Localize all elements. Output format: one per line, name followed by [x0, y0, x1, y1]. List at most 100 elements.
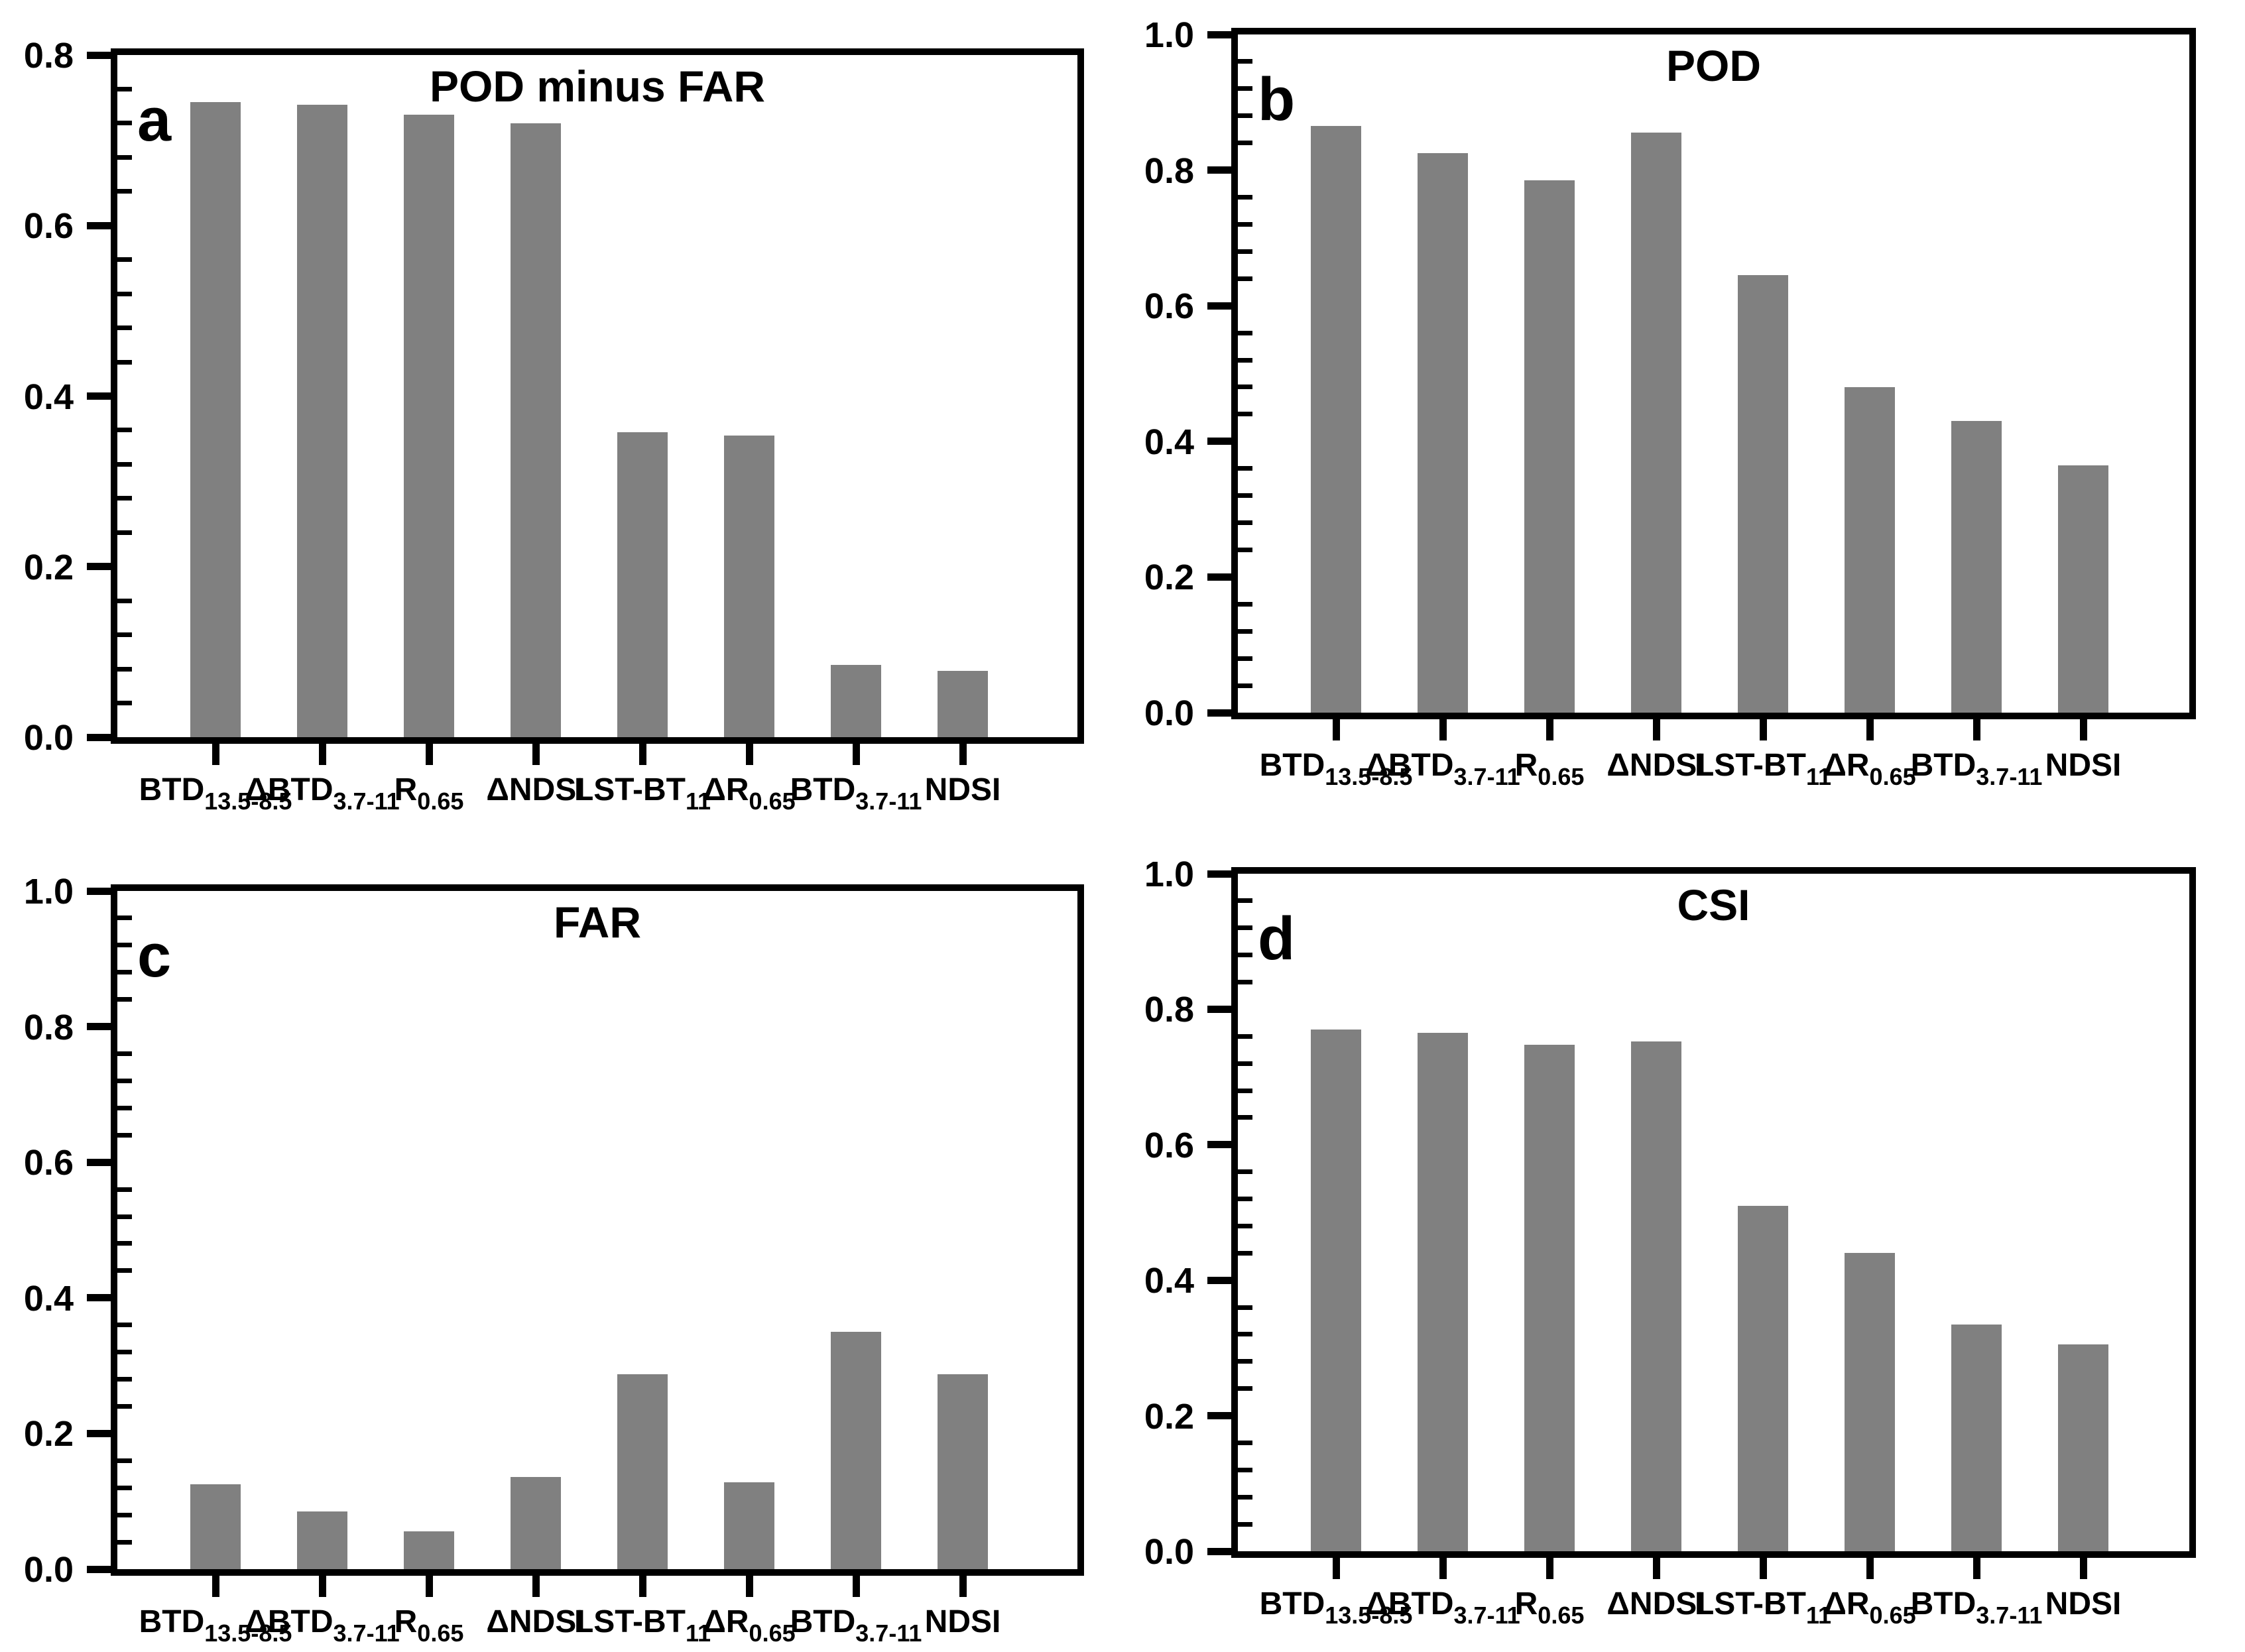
- y-axis-tick-label: 0.6: [23, 1143, 74, 1183]
- bar: [1845, 1253, 1895, 1551]
- x-category-label: ΔR0.65: [1764, 750, 1976, 789]
- x-category-label: ΔR0.65: [643, 1606, 855, 1645]
- y-axis-minor-tick: [1238, 330, 1252, 335]
- x-category-label-subscript: 11: [1805, 763, 1832, 790]
- y-axis-major-tick: [1207, 166, 1231, 174]
- y-axis-minor-tick: [1238, 412, 1252, 417]
- x-axis-tick: [638, 1576, 646, 1597]
- y-axis-minor-tick: [117, 1458, 132, 1463]
- bar: [1311, 1030, 1361, 1551]
- x-axis-tick: [1332, 1558, 1340, 1579]
- y-axis-minor-tick: [117, 1512, 132, 1517]
- x-category-label: ΔNDSI: [1550, 1588, 1762, 1620]
- x-category-label-main: ΔNDSI: [486, 1604, 585, 1639]
- x-category-label-main: BTD: [139, 772, 205, 807]
- x-category-label-subscript: 0.65: [1869, 763, 1916, 790]
- y-axis-major-tick: [1207, 30, 1231, 38]
- y-axis-major-tick: [87, 1565, 111, 1573]
- x-category-label-main: ΔNDSI: [1607, 748, 1706, 783]
- y-axis-minor-tick: [117, 496, 132, 501]
- y-axis-minor-tick: [1238, 683, 1252, 688]
- y-axis-minor-tick: [117, 970, 132, 975]
- bar: [617, 432, 668, 737]
- x-category-label-subscript: 3.7-11: [1976, 763, 2043, 790]
- x-axis-tick: [1439, 719, 1447, 740]
- x-axis-tick: [212, 744, 219, 765]
- y-axis-minor-tick: [1238, 1440, 1252, 1445]
- bar: [724, 436, 774, 737]
- y-axis-tick-label: 0.8: [1144, 990, 1194, 1030]
- y-axis-minor-tick: [1238, 656, 1252, 661]
- x-category-label-main: ΔBTD: [245, 772, 334, 807]
- y-axis-minor-tick: [1238, 1467, 1252, 1472]
- x-category-label-subscript: 11: [685, 1620, 711, 1647]
- x-category-label-main: NDSI: [924, 1604, 1001, 1639]
- x-category-label-main: LST-BT: [574, 1604, 686, 1639]
- y-axis-minor-tick: [1238, 384, 1252, 390]
- y-axis-minor-tick: [1238, 520, 1252, 526]
- x-category-label: ΔNDSI: [430, 774, 642, 806]
- y-axis-minor-tick: [117, 189, 132, 194]
- x-category-label-main: BTD: [1910, 748, 1976, 783]
- x-category-label-subscript: 3.7-11: [855, 1620, 922, 1647]
- x-category-label-main: ΔBTD: [245, 1604, 334, 1639]
- bar: [938, 671, 988, 737]
- x-category-label-main: ΔR: [1823, 748, 1870, 783]
- panel-title: CSI: [1677, 880, 1750, 929]
- x-category-label-main: NDSI: [2045, 748, 2122, 783]
- x-category-label-subscript: 0.65: [1869, 1602, 1916, 1629]
- x-category-label: BTD13.5-8.5: [1230, 1588, 1442, 1627]
- y-axis-major-tick: [87, 51, 111, 59]
- x-axis-tick: [1866, 719, 1874, 740]
- y-axis-major-tick: [1207, 573, 1231, 581]
- y-axis-minor-tick: [117, 1241, 132, 1246]
- bar: [938, 1374, 988, 1569]
- x-category-label-main: ΔR: [703, 772, 749, 807]
- y-axis-minor-tick: [1238, 953, 1252, 958]
- bar: [831, 665, 881, 737]
- x-category-label-main: LST-BT: [1694, 748, 1806, 783]
- x-category-label-subscript: 11: [1805, 1602, 1832, 1629]
- x-axis-tick: [745, 1576, 753, 1597]
- x-category-label: NDSI: [1977, 750, 2189, 782]
- y-axis-major-tick: [87, 392, 111, 400]
- x-axis-tick: [1972, 719, 1980, 740]
- x-category-label: BTD13.5-8.5: [109, 774, 322, 813]
- y-axis-minor-tick: [1238, 601, 1252, 607]
- y-axis-minor-tick: [1238, 1115, 1252, 1120]
- x-category-label: BTD3.7-11: [750, 1606, 962, 1645]
- y-axis-minor-tick: [117, 997, 132, 1002]
- y-axis-minor-tick: [1238, 113, 1252, 119]
- y-axis-minor-tick: [1238, 925, 1252, 931]
- y-axis-tick-label: 0.4: [1144, 1261, 1194, 1301]
- y-axis-minor-tick: [1238, 980, 1252, 985]
- x-category-label: NDSI: [857, 774, 1069, 806]
- y-axis-major-tick: [1207, 1547, 1231, 1555]
- x-category-label-subscript: 3.7-11: [333, 1620, 400, 1647]
- x-category-label-main: ΔBTD: [1365, 748, 1454, 783]
- x-axis-tick: [1759, 1558, 1767, 1579]
- x-category-label: R0.65: [323, 774, 535, 813]
- x-category-label-main: BTD: [139, 1604, 205, 1639]
- y-axis-tick-label: 0.2: [1144, 558, 1194, 598]
- y-axis-minor-tick: [117, 461, 132, 467]
- x-category-label: NDSI: [1977, 1588, 2189, 1620]
- y-axis-minor-tick: [1238, 357, 1252, 363]
- y-axis-tick-label: 0.4: [23, 377, 74, 417]
- y-axis-tick-label: 0.8: [1144, 150, 1194, 191]
- x-category-label-main: BTD: [1259, 748, 1325, 783]
- y-axis-tick-label: 0.8: [23, 1007, 74, 1047]
- y-axis-minor-tick: [1238, 547, 1252, 552]
- y-axis-minor-tick: [117, 1051, 132, 1057]
- y-axis-minor-tick: [117, 1214, 132, 1219]
- panel-title: FAR: [554, 898, 641, 947]
- plot-box: [1231, 28, 2196, 719]
- x-category-label-main: R: [1514, 748, 1538, 783]
- bar: [1631, 1041, 1681, 1551]
- x-axis-tick: [852, 1576, 860, 1597]
- x-category-label-subscript: 13.5-8.5: [204, 788, 292, 815]
- y-axis-minor-tick: [1238, 1088, 1252, 1093]
